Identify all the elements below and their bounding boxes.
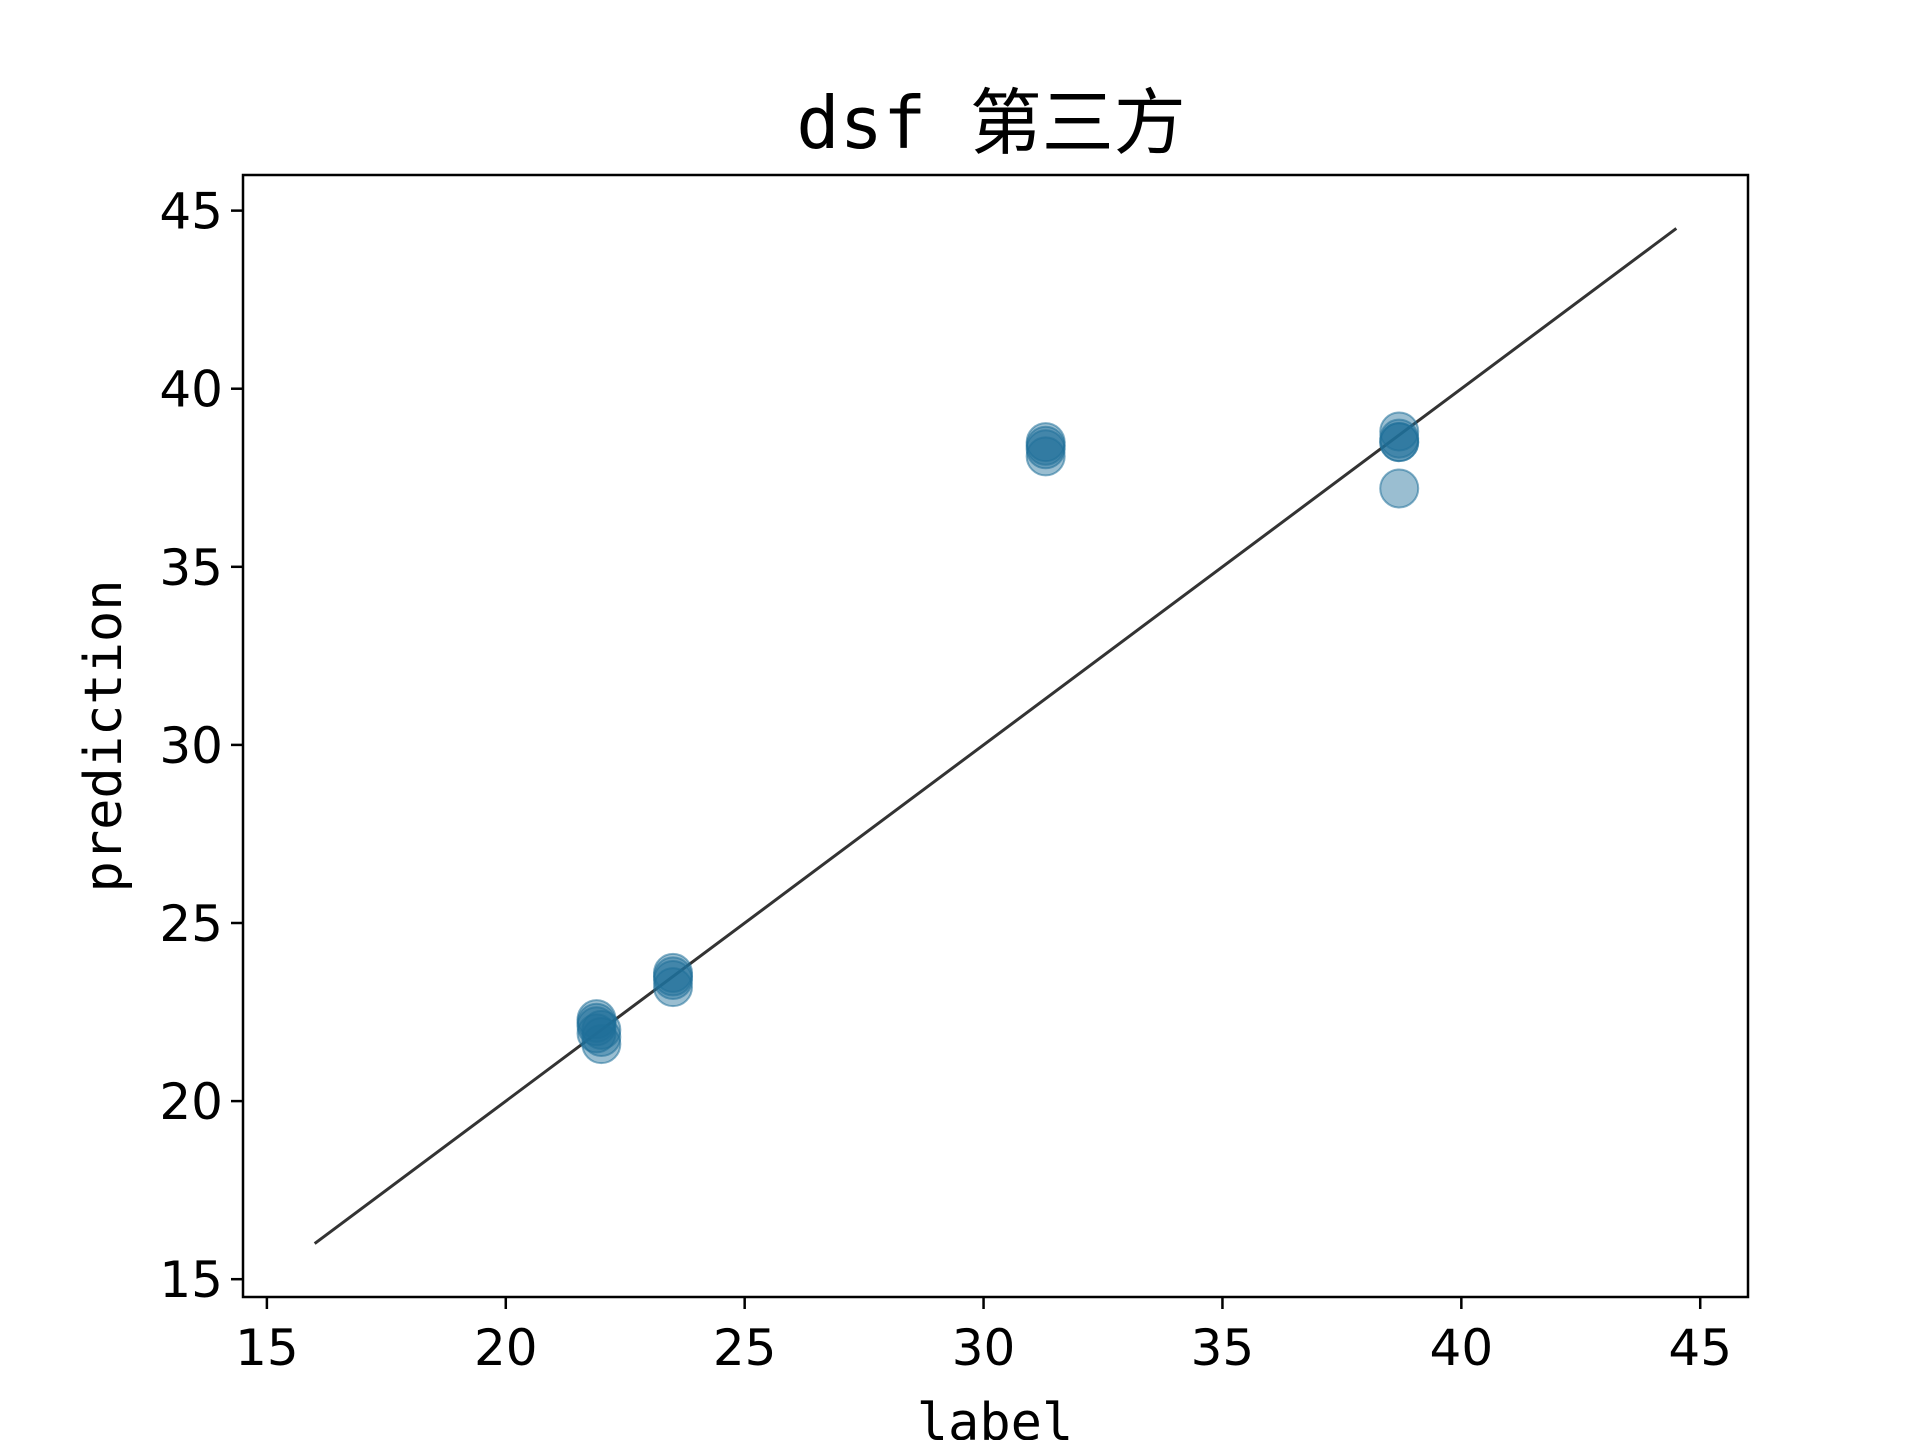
x-tick-label: 40	[1430, 1319, 1494, 1377]
chart-title: dsf 第三方	[796, 81, 1185, 165]
x-tick-label: 30	[952, 1319, 1016, 1377]
data-point	[576, 1002, 617, 1043]
data-point	[653, 956, 693, 997]
x-tick-label: 45	[1668, 1319, 1732, 1377]
x-tick-label: 25	[713, 1319, 777, 1377]
data-point	[1025, 436, 1066, 477]
y-tick-label: 15	[159, 1251, 223, 1309]
y-tick-label: 40	[159, 361, 223, 419]
y-tick-label: 25	[159, 895, 223, 953]
x-axis-title: label	[917, 1393, 1074, 1440]
data-point	[1379, 468, 1420, 509]
y-tick-label: 30	[159, 717, 223, 775]
reference-line	[313, 227, 1678, 1245]
y-axis-title: prediction	[74, 579, 134, 892]
y-axis: 15 20 25 30 35 40 45	[159, 183, 243, 1309]
x-tick-label: 20	[474, 1319, 538, 1377]
points-layer	[576, 411, 1420, 1065]
y-tick-label: 35	[159, 539, 223, 597]
plot-frame	[241, 173, 1750, 1299]
x-tick-label: 35	[1191, 1319, 1255, 1377]
data-point	[1379, 422, 1420, 463]
y-tick-label: 20	[159, 1073, 223, 1131]
y-tick-label: 45	[159, 183, 223, 241]
x-axis: 15 20 25 30 35 40 45	[235, 1297, 1732, 1377]
plot-area	[241, 173, 1750, 1299]
data-point	[653, 967, 693, 1008]
x-tick-label: 15	[235, 1319, 299, 1377]
